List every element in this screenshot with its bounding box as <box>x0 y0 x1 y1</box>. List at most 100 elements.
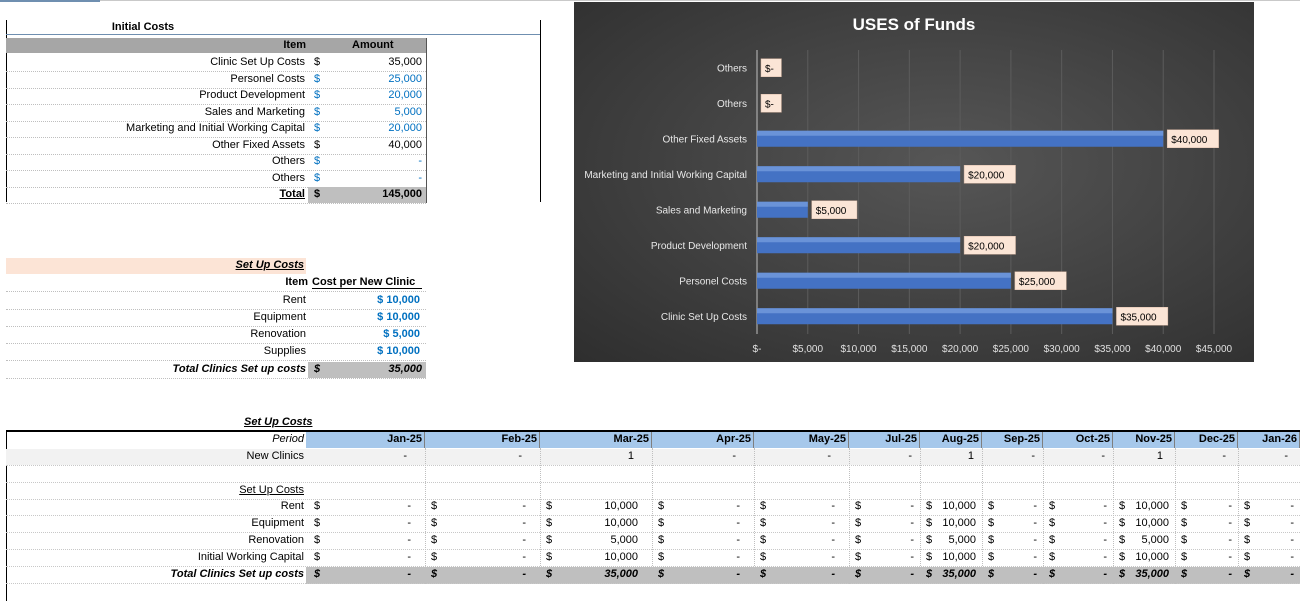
new-clinics-value: - <box>908 450 912 462</box>
new-clinics-value: 1 <box>967 450 974 462</box>
column-divider <box>754 448 755 584</box>
period-header-divider <box>753 432 754 448</box>
initial-costs-col-item: Item <box>283 39 306 51</box>
currency-symbol: $ <box>926 568 933 580</box>
currency-symbol: $ <box>855 517 862 529</box>
row-divider <box>6 515 1300 516</box>
bar-highlight <box>757 237 961 243</box>
period-header-divider <box>981 432 982 448</box>
initial-costs-row-label: Clinic Set Up Costs <box>210 56 305 68</box>
initial-costs-row-value: - <box>418 171 422 184</box>
initial-costs-row-value: 35,000 <box>388 56 422 68</box>
schedule-value: - <box>1033 517 1037 529</box>
schedule-value: - <box>910 551 914 563</box>
schedule-value: - <box>407 534 411 546</box>
schedule-value: - <box>1033 534 1037 546</box>
data-label: $20,000 <box>968 170 1005 181</box>
schedule-value: - <box>522 534 526 546</box>
schedule-value: - <box>1290 517 1294 529</box>
currency-symbol: $ <box>314 138 321 151</box>
data-label-box <box>963 165 1016 184</box>
initial-costs-title-text: Initial Costs <box>111 21 175 33</box>
currency-symbol: $ <box>988 500 995 512</box>
schedule-value: - <box>522 500 526 512</box>
data-label: $- <box>765 64 774 75</box>
setup-costs-total-cell: $35,000 <box>308 362 426 378</box>
data-label-box <box>1014 271 1067 290</box>
schedule-total-bg <box>306 567 1300 584</box>
column-divider <box>540 448 541 584</box>
initial-costs-header: Item Amount <box>6 38 426 53</box>
schedule-top-rule <box>6 430 1300 432</box>
x-tick-label: $40,000 <box>1145 344 1182 355</box>
row-divider <box>6 566 1300 567</box>
schedule-value: - <box>407 551 411 563</box>
setup-costs-total-row: Total Clinics Set up costs $35,000 <box>6 362 426 379</box>
schedule-value: 35,000 <box>604 568 638 580</box>
initial-costs-row-label: Others <box>271 155 305 167</box>
schedule-value: - <box>1103 568 1107 580</box>
setup-costs-col-item: Item <box>285 276 308 288</box>
schedule-value: 10,000 <box>942 551 976 563</box>
currency-symbol: $ <box>1119 551 1126 563</box>
currency-symbol: $ <box>760 500 767 512</box>
schedule-value: - <box>1228 568 1232 580</box>
currency-symbol: $ <box>314 56 321 68</box>
currency-symbol: $ <box>314 363 321 375</box>
new-clinics-value: - <box>1284 450 1288 462</box>
schedule-value: 10,000 <box>1135 500 1169 512</box>
schedule-value: - <box>910 534 914 546</box>
new-clinics-value: - <box>403 450 407 462</box>
currency-symbol: $ <box>1049 534 1056 546</box>
new-clinics-value: - <box>518 450 522 462</box>
data-label-box <box>760 58 782 77</box>
x-tick-label: $25,000 <box>993 344 1030 355</box>
currency-symbol: $ <box>926 534 933 546</box>
period-label: Period <box>272 433 304 445</box>
period-header-divider <box>424 432 425 448</box>
schedule-value: - <box>831 551 835 563</box>
data-label-box <box>1166 129 1219 148</box>
currency-symbol: $ <box>1049 517 1056 529</box>
currency-symbol: $ <box>314 105 321 118</box>
currency-symbol: $ <box>314 500 321 512</box>
currency-symbol: $ <box>855 568 862 580</box>
currency-symbol: $ <box>658 568 665 580</box>
period-header: Nov-25 <box>1135 433 1172 445</box>
currency-symbol: $ <box>1119 500 1126 512</box>
new-clinics-value: - <box>1101 450 1105 462</box>
x-tick-label: $20,000 <box>942 344 979 355</box>
currency-symbol: $ <box>1049 568 1056 580</box>
schedule-value: 5,000 <box>1141 534 1169 546</box>
period-header-divider <box>539 432 540 448</box>
period-header-divider <box>1237 432 1238 448</box>
setup-costs-col-cost: Cost per New Clinic <box>312 276 422 289</box>
currency-symbol: $ <box>314 551 321 563</box>
schedule-value: - <box>736 517 740 529</box>
currency-symbol: $ <box>926 500 933 512</box>
initial-costs-total-label: Total <box>279 188 305 200</box>
currency-symbol: $ <box>546 517 553 529</box>
initial-costs-row: Sales and Marketing $5,000 <box>6 105 426 122</box>
schedule-value: - <box>1290 534 1294 546</box>
currency-symbol: $ <box>988 551 995 563</box>
currency-symbol: $ <box>1181 568 1188 580</box>
schedule-value: - <box>407 568 411 580</box>
initial-costs-title: Initial Costs <box>6 21 540 35</box>
chart-title: USES of Funds <box>853 15 976 34</box>
schedule-value: - <box>736 551 740 563</box>
currency-symbol: $ <box>855 534 862 546</box>
currency-symbol: $ <box>760 517 767 529</box>
period-header: Oct-25 <box>1075 433 1110 445</box>
x-tick-label: $30,000 <box>1044 344 1081 355</box>
schedule-value: - <box>831 534 835 546</box>
category-label: Others <box>717 63 747 74</box>
currency-symbol: $ <box>1119 534 1126 546</box>
currency-symbol: $ <box>1244 551 1251 563</box>
currency-symbol: $ <box>926 517 933 529</box>
setup-costs-row: Equipment $ 10,000 <box>6 310 426 327</box>
initial-costs-row-label: Personel Costs <box>230 72 305 85</box>
schedule-value: - <box>736 500 740 512</box>
initial-costs-title-underline <box>6 34 540 35</box>
schedule-value: - <box>910 568 914 580</box>
